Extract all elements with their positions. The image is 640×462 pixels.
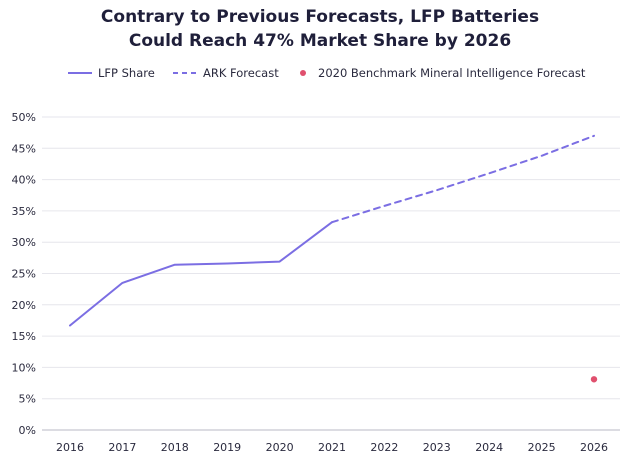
y-tick-label: 45%	[12, 142, 36, 155]
x-tick-label: 2020	[266, 441, 294, 454]
y-tick-label: 50%	[12, 111, 36, 124]
legend-item-benchmark-forecast: 2020 Benchmark Mineral Intelligence Fore…	[298, 64, 585, 82]
y-tick-label: 25%	[12, 268, 36, 281]
legend-label-ark-forecast: ARK Forecast	[203, 66, 279, 80]
x-tick-label: 2018	[161, 441, 189, 454]
x-tick-label: 2022	[370, 441, 398, 454]
y-tick-label: 0%	[19, 424, 36, 437]
y-tick-label: 35%	[12, 205, 36, 218]
y-tick-label: 15%	[12, 330, 36, 343]
legend-swatch-solid-line	[68, 72, 92, 74]
y-tick-label: 30%	[12, 236, 36, 249]
series-line-ark-forecast	[331, 134, 595, 224]
x-tick-label: 2017	[108, 441, 136, 454]
series-line-lfp-share	[69, 221, 333, 327]
x-tick-label: 2025	[528, 441, 556, 454]
y-tick-label: 20%	[12, 299, 36, 312]
x-tick-label: 2026	[580, 441, 608, 454]
chart-title-line-2: Could Reach 47% Market Share by 2026	[128, 31, 512, 51]
x-tick-label: 2016	[56, 441, 84, 454]
x-tick-label: 2021	[318, 441, 346, 454]
legend-item-lfp-share: LFP Share	[68, 64, 155, 82]
y-tick-label: 40%	[12, 174, 36, 187]
x-tick-label: 2019	[213, 441, 241, 454]
x-tick-label: 2024	[475, 441, 503, 454]
legend-label-lfp-share: LFP Share	[98, 66, 155, 80]
legend-swatch-dashed-line	[173, 72, 197, 74]
legend-item-ark-forecast: ARK Forecast	[173, 64, 279, 82]
y-tick-label: 5%	[19, 393, 36, 406]
y-tick-label: 10%	[12, 361, 36, 374]
data-point-benchmark	[590, 376, 598, 383]
legend-swatch-dot	[300, 70, 306, 76]
chart-title-line-1: Contrary to Previous Forecasts, LFP Batt…	[100, 7, 540, 27]
legend-label-benchmark-forecast: 2020 Benchmark Mineral Intelligence Fore…	[318, 66, 586, 80]
x-tick-label: 2023	[423, 441, 451, 454]
